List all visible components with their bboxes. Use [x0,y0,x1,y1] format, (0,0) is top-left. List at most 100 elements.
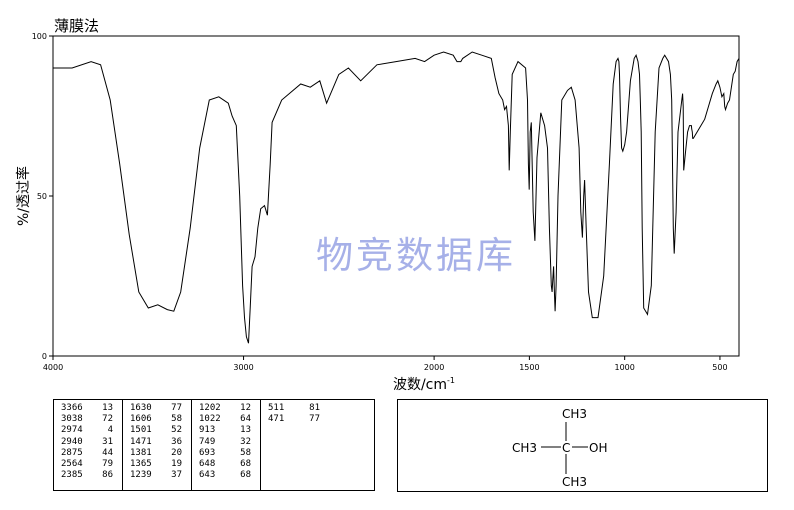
peak-row: 1471 36 [130,437,191,448]
peak-row: 3366 13 [61,403,122,414]
peak-wavenumber: 471 [268,414,285,425]
peak-row: 1381 20 [130,448,191,459]
structure-left-text: CH3 [512,441,537,455]
peak-wavenumber: 1365 [130,459,152,470]
peak-transmittance: 36 [171,436,182,447]
y-tick-label: 0 [42,352,47,361]
peak-row: 2974 4 [61,425,122,436]
peak-row: 643 68 [199,470,260,481]
x-tick-label: 4000 [43,363,63,372]
peak-row: 2875 44 [61,448,122,459]
peak-transmittance: 64 [240,414,251,425]
peak-transmittance: 77 [309,414,320,425]
x-axis-ticks: 4000 3000 2000 1500 1000 500 [43,356,728,372]
y-axis-label: %/透过率 [15,166,32,226]
plot-frame [52,35,740,357]
peak-transmittance: 68 [240,459,251,470]
peak-wavenumber: 643 [199,470,216,481]
peak-transmittance: 52 [171,425,182,436]
peak-wavenumber: 1022 [199,414,221,425]
y-axis-label-text: %/透过率 [15,166,32,226]
structure-left-group: CH3 [512,441,537,455]
structure-bottom-text: CH3 [562,475,587,489]
x-axis-label-text: 波数/cm [393,377,447,393]
structure-bottom-group: CH3 [562,475,587,489]
peak-row: 1630 77 [130,403,191,414]
peak-wavenumber: 693 [199,447,216,458]
structure-box: CH3 CH3 C OH CH3 [397,399,768,492]
x-tick-label: 1000 [614,363,634,372]
peak-transmittance: 68 [240,470,251,481]
peak-wavenumber: 511 [268,403,285,413]
watermark: 物竞数据库 [316,234,516,277]
structure-right-text: OH [589,441,607,455]
peak-wavenumber: 1239 [130,470,152,481]
peak-wavenumber: 2385 [61,470,83,481]
peak-row: 693 58 [199,448,260,459]
transmittance-curve [53,51,740,344]
peak-row: 2564 79 [61,459,122,470]
x-axis-label: 波数/cm-1 [393,376,455,393]
peak-row: 1202 12 [199,403,260,414]
structure-right-group: OH [589,441,607,455]
x-tick-label: 1500 [519,363,539,372]
structure-center-text: C [562,441,570,455]
x-axis-label-superscript: -1 [447,376,455,385]
peak-row: 2385 86 [61,470,122,481]
peak-transmittance: 32 [240,436,251,447]
peak-table-column: 3366 13 3038 72 2974 4 2940 31 2875 44 2564 79 2385 8… [54,400,123,490]
peak-row: 913 13 [199,425,260,436]
peak-row: 1365 19 [130,459,191,470]
peak-wavenumber: 2974 [61,425,83,436]
peak-wavenumber: 913 [199,425,216,436]
peak-transmittance: 4 [107,425,113,436]
structure-center-atom: C [562,441,570,455]
peak-wavenumber: 2940 [61,436,83,447]
peak-row: 1501 52 [130,425,191,436]
tert-butanol-structure: CH3 CH3 C OH CH3 [512,407,607,489]
peak-wavenumber: 1606 [130,414,152,425]
structure-top-group: CH3 [562,407,587,421]
peak-row: 1606 58 [130,414,191,425]
peak-table-column: 511 81 471 77 [261,400,330,490]
peak-transmittance: 44 [102,447,113,458]
peak-wavenumber: 1630 [130,403,152,413]
peak-transmittance: 77 [171,403,182,413]
peak-row: 749 32 [199,437,260,448]
structure-bonds [541,422,588,474]
peak-wavenumber: 2875 [61,447,83,458]
structure-top-text: CH3 [562,407,587,421]
peak-transmittance: 58 [171,414,182,425]
peak-wavenumber: 1381 [130,447,152,458]
peak-wavenumber: 3038 [61,414,83,425]
peak-transmittance: 58 [240,447,251,458]
x-tick-label: 500 [712,363,727,372]
peak-transmittance: 13 [102,403,113,413]
peak-transmittance: 37 [171,470,182,481]
peak-table-column: 1202 12 1022 64 913 13 749 32 693 58 648 68 643 68 [192,400,261,490]
peak-row: 511 81 [268,403,330,414]
peak-transmittance: 72 [102,414,113,425]
peak-transmittance: 12 [240,403,251,413]
peak-transmittance: 13 [240,425,251,436]
peak-wavenumber: 1501 [130,425,152,436]
peak-wavenumber: 3366 [61,403,83,413]
peak-row: 471 77 [268,414,330,425]
peak-transmittance: 79 [102,459,113,470]
peak-row: 1022 64 [199,414,260,425]
peak-row: 3038 72 [61,414,122,425]
x-tick-label: 3000 [233,363,253,372]
peak-table: 3366 13 3038 72 2974 4 2940 31 2875 44 2564 79 2385 8… [53,399,375,491]
peak-wavenumber: 648 [199,459,216,470]
peak-transmittance: 19 [171,459,182,470]
y-tick-label: 100 [32,32,47,41]
peak-wavenumber: 749 [199,436,216,447]
y-axis-ticks: 0 50 100 [32,32,53,361]
peak-wavenumber: 2564 [61,459,83,470]
peak-transmittance: 81 [309,403,320,413]
ir-spectrum-chart: 薄膜法 物竞数据库 4000 3000 2000 1500 1000 500 0 50 100… [15,17,740,393]
peak-transmittance: 31 [102,436,113,447]
peak-row: 2940 31 [61,437,122,448]
peak-transmittance: 20 [171,447,182,458]
peak-table-column: 1630 77 1606 58 1501 52 1471 36 1381 20 1365 19 1239… [123,400,192,490]
